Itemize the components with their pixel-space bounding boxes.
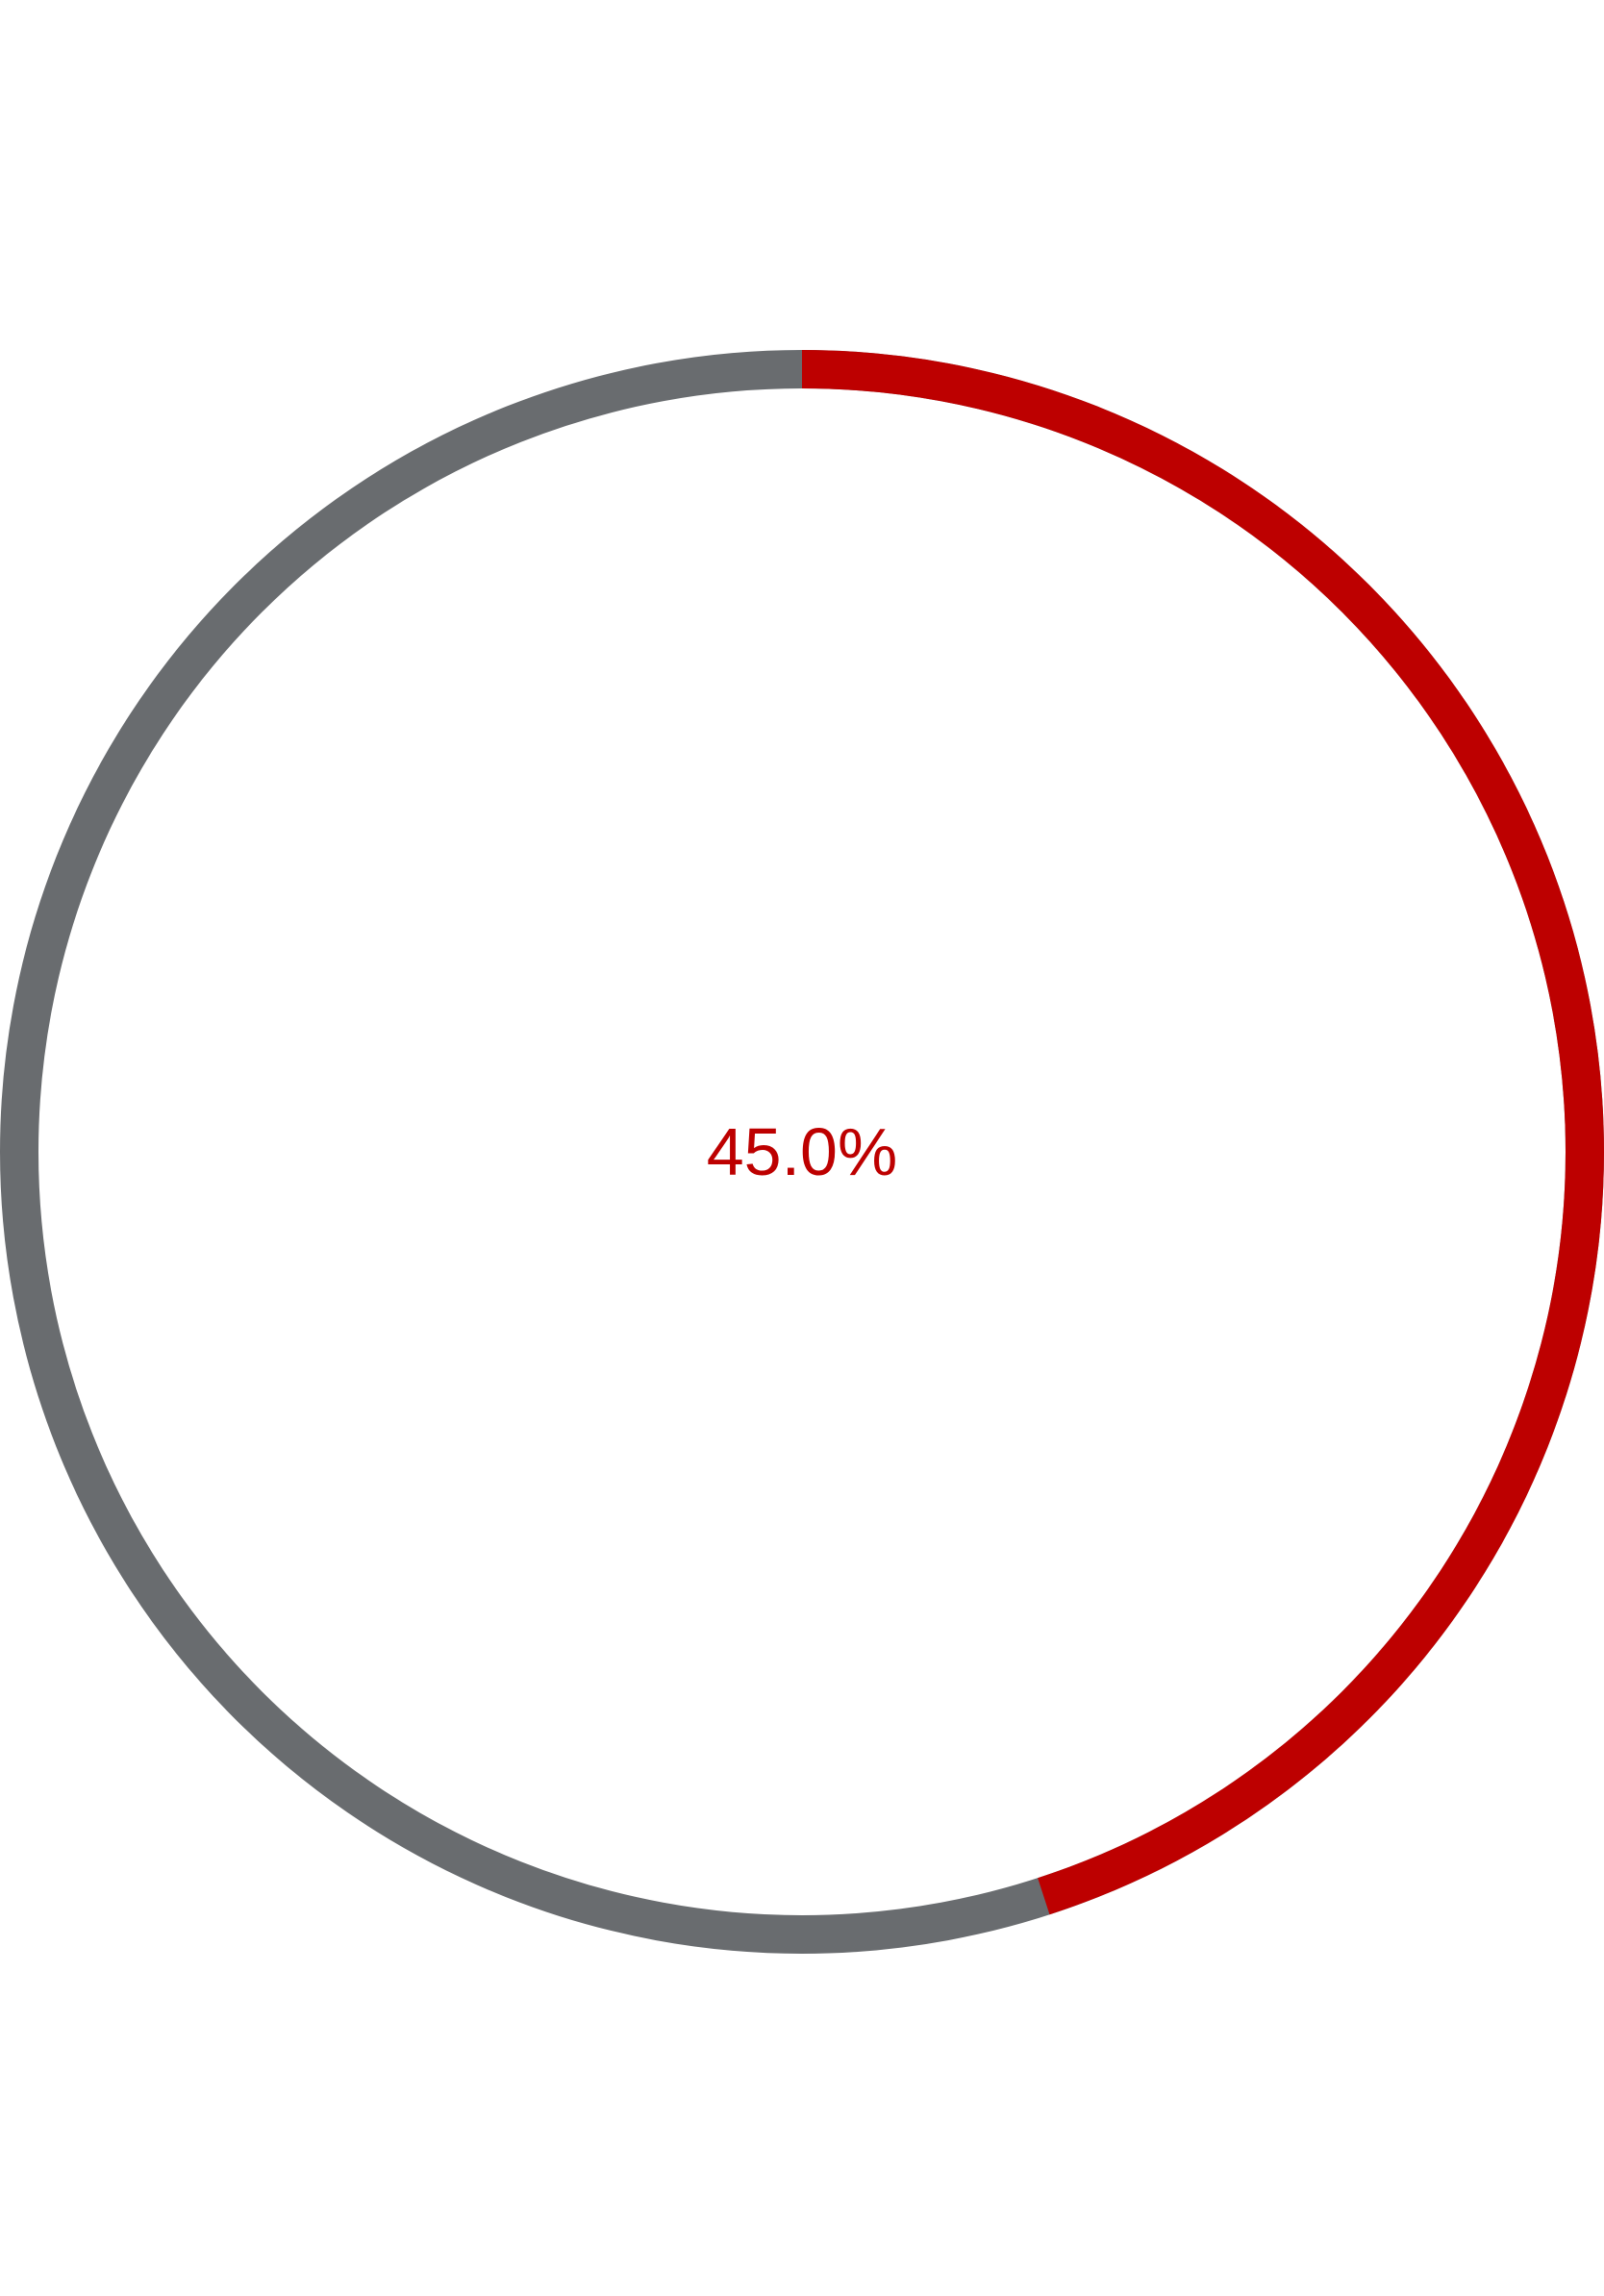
progress-ring: 45.0% (0, 350, 1604, 1954)
progress-ring-graphic: 45.0% (0, 350, 1604, 1954)
progress-percentage-label: 45.0% (707, 1114, 897, 1189)
progress-ring-arc (0, 350, 1604, 1954)
